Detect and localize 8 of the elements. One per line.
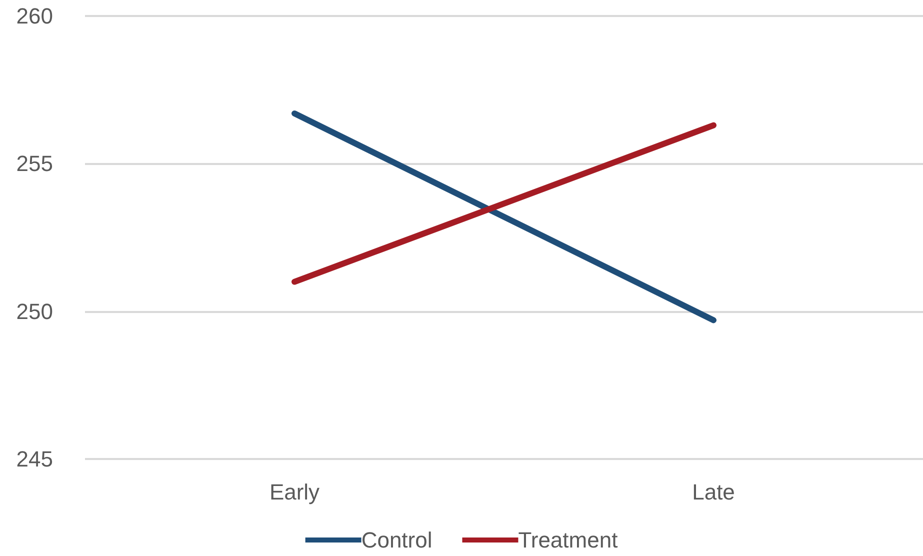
legend-label: Treatment xyxy=(518,528,618,552)
y-tick-label: 245 xyxy=(16,446,53,472)
y-tick-label: 255 xyxy=(16,151,53,176)
x-tick-label: Late xyxy=(692,480,735,504)
legend-label: Control xyxy=(361,528,432,552)
y-tick-label: 260 xyxy=(16,4,53,28)
y-tick-label: 250 xyxy=(16,298,53,324)
x-tick-label: Early xyxy=(269,480,320,504)
